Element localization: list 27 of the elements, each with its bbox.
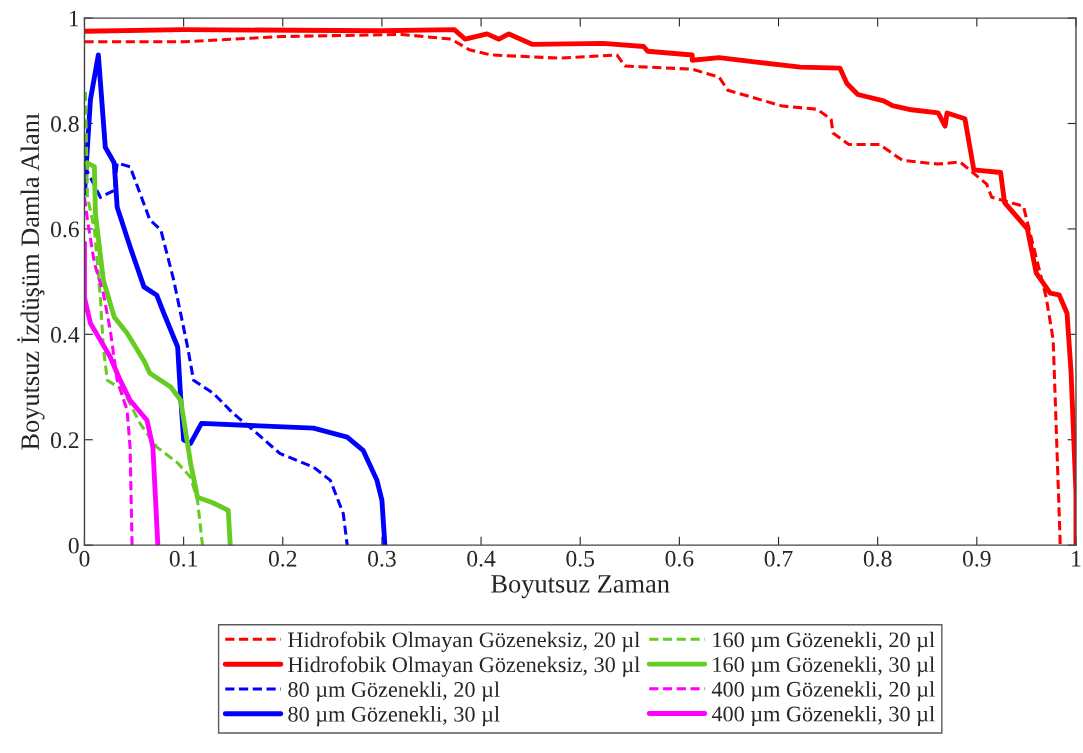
x-tick-label: 0.1 — [169, 550, 197, 567]
legend-label: 80 µm Gözenekli, 30 µl — [288, 706, 500, 727]
y-axis-title: Boyutsuz İzdüşüm Damla Alanı — [17, 113, 45, 450]
y-tick-label: 0 — [68, 537, 79, 554]
y-tick-label: 0.6 — [51, 221, 79, 238]
x-tick-label: 0.5 — [566, 550, 595, 567]
legend-label: 80 µm Gözenekli, 20 µl — [288, 681, 500, 702]
y-tick-label: 0.8 — [51, 115, 79, 133]
legend-label: 160 µm Gözenekli, 20 µl — [713, 631, 935, 652]
legend-label: 400 µm Gözenekli, 20 µl — [711, 681, 935, 702]
x-tick-label: 0.4 — [467, 550, 496, 567]
line-series — [84, 52, 388, 546]
legend-label: 160 µm Gözenekli, 30 µl — [713, 656, 935, 677]
x-axis-title: Boyutsuz Zaman — [491, 575, 670, 599]
x-tick-label: 0.6 — [665, 550, 694, 567]
legend-label: Hidrofobik Olmayan Gözeneksiz, 20 µl — [288, 631, 640, 652]
legend-label: Hidrofobik Olmayan Gözeneksiz, 30 µl — [288, 656, 640, 677]
x-tick-label: 0.2 — [268, 550, 297, 567]
x-tick-label: 0.7 — [764, 550, 793, 567]
x-tick-label: 0.9 — [962, 550, 991, 567]
y-tick-label: 0.2 — [51, 432, 79, 449]
x-tick-label: 0.3 — [368, 550, 396, 567]
x-tick-label: 1 — [1072, 550, 1081, 567]
x-tick-label: 0.8 — [863, 550, 892, 567]
legend-label: 400 µm Gözenekli, 30 µl — [711, 705, 935, 727]
y-tick-label: 1 — [69, 10, 79, 27]
y-tick-label: 0.4 — [51, 326, 80, 343]
